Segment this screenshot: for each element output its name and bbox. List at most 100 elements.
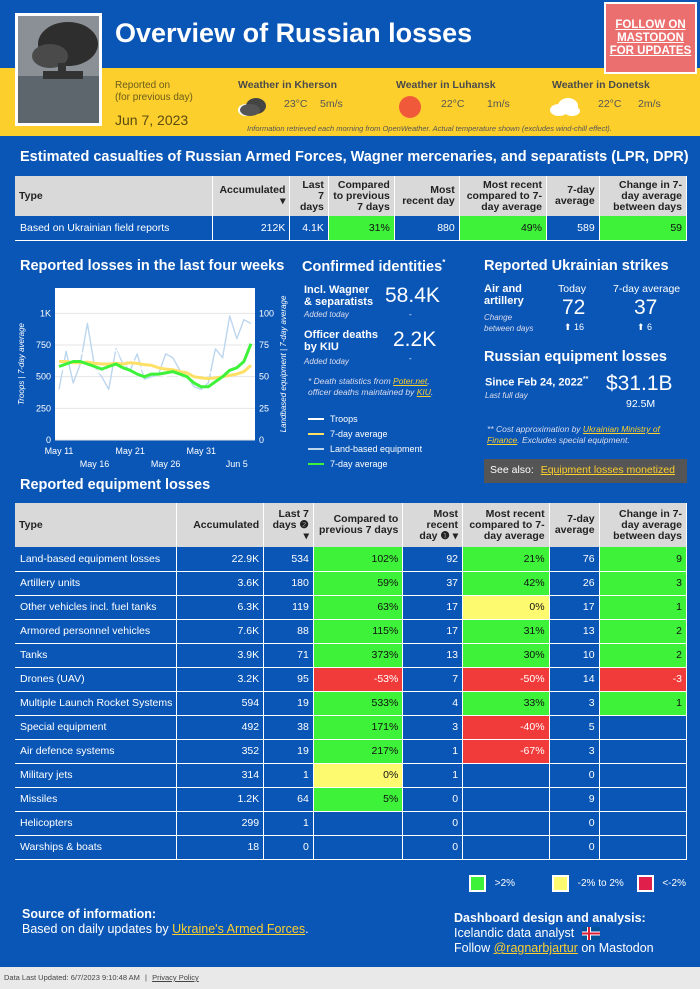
table-row[interactable]: Air defence systems 352 19 217% 1 -67% 3	[15, 739, 688, 764]
privacy-policy-link[interactable]: Privacy Policy	[152, 973, 199, 982]
table-cell: 59%	[313, 571, 404, 596]
col-compared[interactable]: Compared to previous 7 days	[328, 176, 395, 216]
weather-donetsk-title: Weather in Donetsk	[552, 79, 650, 91]
table-cell: 71	[263, 643, 314, 668]
col-accumulated[interactable]: Accumulated ▾	[212, 176, 291, 216]
table-cell: 2	[599, 643, 688, 668]
weather-luhansk-title: Weather in Luhansk	[396, 79, 496, 91]
table-cell: 92	[402, 547, 464, 572]
table-cell: Warships & boats	[15, 835, 178, 860]
ministry-link[interactable]: Ukrainian Ministry of Finance	[487, 424, 660, 445]
table-row[interactable]: Tanks 3.9K 71 373% 13 30% 10 2	[15, 643, 688, 668]
col-7day-avg[interactable]: 7-day average	[546, 176, 600, 216]
table-cell: 3	[599, 571, 688, 596]
table-row[interactable]: Warships & boats 18 0 0 0	[15, 835, 688, 860]
y-tick-right: 25	[259, 403, 269, 413]
col-type[interactable]: Type	[15, 176, 214, 216]
series-line-3	[58, 343, 253, 389]
table-cell: 0	[263, 835, 314, 860]
col-change-7day[interactable]: Change in 7-day average between days	[599, 176, 688, 216]
page-footer: Data Last Updated: 6/7/2023 9:10:48 AM |…	[0, 967, 700, 989]
legend-item[interactable]: 7-day average	[308, 426, 422, 441]
see-also-box: See also: Equipment losses monetized	[484, 459, 687, 483]
table-cell: 594	[176, 691, 265, 716]
legend-item[interactable]: Troops	[308, 411, 422, 426]
table-row[interactable]: Armored personnel vehicles 7.6K 88 115% 17 31…	[15, 619, 688, 644]
table-row[interactable]: Land-based equipment losses 22.9K 534 102% 9…	[15, 547, 688, 572]
legend-item[interactable]: 7-day average	[308, 456, 422, 471]
col-most-recent[interactable]: Most recent day	[394, 176, 460, 216]
table-cell: 76	[549, 547, 600, 572]
col-accumulated[interactable]: Accumulated	[176, 503, 265, 547]
legend-swatch	[308, 447, 324, 450]
casualties-table: Type Accumulated ▾ Last 7 days Compared t…	[15, 176, 688, 241]
table-cell: 22.9K	[176, 547, 265, 572]
table-cell: 115%	[313, 619, 404, 644]
table-cell: 5%	[313, 787, 404, 812]
table-cell: 9	[599, 547, 688, 572]
table-cell: -53%	[313, 667, 404, 692]
table-cell: 102%	[313, 547, 404, 572]
table-cell: 9	[549, 787, 600, 812]
weather-kherson-temp: 23°C	[284, 98, 308, 110]
col-type[interactable]: Type	[15, 503, 178, 547]
col-last7[interactable]: Last 7 days ❷ ▾	[263, 503, 314, 547]
table-row[interactable]: Artillery units 3.6K 180 59% 37 42% 26 3	[15, 571, 688, 596]
weather-donetsk-temp: 22°C	[598, 98, 622, 110]
table-cell	[462, 835, 550, 860]
col-most-recent-compared[interactable]: Most recent compared to 7-day average	[462, 503, 550, 547]
table-cell: 1.2K	[176, 787, 265, 812]
table-row[interactable]: Missiles 1.2K 64 5% 0 9	[15, 787, 688, 812]
sort-desc-icon: ▾	[280, 195, 286, 207]
table-cell: Multiple Launch Rocket Systems	[15, 691, 178, 716]
legend-item[interactable]: Land-based equipment	[308, 441, 422, 456]
table-cell: 42%	[462, 571, 550, 596]
strikes-avg-value: 37	[634, 296, 658, 319]
table-cell: 33%	[462, 691, 550, 716]
table-row[interactable]: Other vehicles incl. fuel tanks 6.3K 119 63…	[15, 595, 688, 620]
table-cell: 26	[549, 571, 600, 596]
table-row[interactable]: Multiple Launch Rocket Systems 594 19 533% 4…	[15, 691, 688, 716]
table-row[interactable]: Helicopters 299 1 0 0	[15, 811, 688, 836]
table-row[interactable]: Drones (UAV) 3.2K 95 -53% 7 -50% 14 -3	[15, 667, 688, 692]
table-row[interactable]: Special equipment 492 38 171% 3 -40% 5	[15, 715, 688, 740]
equipment-value-delta: 92.5M	[626, 398, 656, 410]
table-cell	[599, 811, 688, 836]
armed-forces-link[interactable]: Ukraine's Armed Forces	[172, 922, 306, 936]
col-compared[interactable]: Compared to previous 7 days	[313, 503, 404, 547]
kiu-link[interactable]: KIU	[416, 387, 431, 397]
col-most-recent[interactable]: Most recent day ❶ ▾	[402, 503, 464, 547]
legend-red-swatch	[636, 875, 654, 892]
table-cell: 0	[549, 811, 600, 836]
legend-swatch	[308, 462, 324, 465]
col-last7[interactable]: Last 7 days	[289, 176, 329, 216]
equipment-monetized-link[interactable]: Equipment losses monetized	[540, 464, 675, 476]
officer-added: Added today	[304, 357, 349, 366]
table-row[interactable]: Based on Ukrainian field reports 212K 4.…	[15, 216, 688, 241]
col-most-recent-compared[interactable]: Most recent compared to 7-day average	[459, 176, 547, 216]
col-change-7day[interactable]: Change in 7-day average between days	[599, 503, 688, 547]
table-cell: Artillery units	[15, 571, 178, 596]
table-cell: -3	[599, 667, 688, 692]
weather-kherson-wind: 5m/s	[320, 98, 343, 110]
follow-mastodon-button[interactable]: FOLLOW ON MASTODON FOR UPDATES	[604, 2, 697, 74]
weather-luhansk-temp: 22°C	[441, 98, 465, 110]
officer-value: 2.2K	[393, 328, 437, 351]
series-line-1	[59, 360, 252, 381]
losses-chart[interactable]: 0 250 500 750 1K 0 25 50 75 100 May 11 May 21 May 31…	[8, 280, 290, 476]
table-cell: 0%	[313, 763, 404, 788]
poter-link[interactable]: Poter.net	[393, 376, 428, 386]
chart-legend: Troops 7-day average Land-based equipment 7…	[308, 411, 422, 471]
table-cell: 95	[263, 667, 314, 692]
col-7day-avg[interactable]: 7-day average	[549, 503, 600, 547]
x-tick: May 11	[45, 446, 74, 456]
last-full-day: Last full day	[485, 391, 528, 400]
weather-donetsk-wind: 2m/s	[638, 98, 661, 110]
table-row[interactable]: Military jets 314 1 0% 1 0	[15, 763, 688, 788]
table-cell	[462, 811, 550, 836]
cloud-rain-icon	[238, 98, 266, 116]
strikes-today-change: ⬆ 16	[564, 322, 585, 332]
ragnarbjartur-link[interactable]: @ragnarbjartur	[493, 941, 578, 955]
table-cell: 534	[263, 547, 314, 572]
table-cell	[313, 811, 404, 836]
